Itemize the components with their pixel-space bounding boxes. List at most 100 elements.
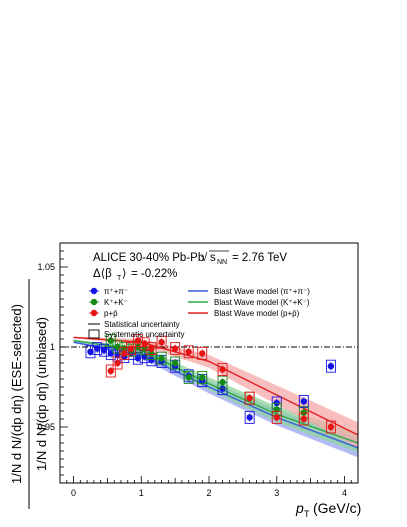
- data-point: [273, 414, 280, 421]
- x-tick-label: 2: [206, 488, 211, 498]
- syst-box: [197, 370, 208, 384]
- legend-model-label: Blast Wave model (K⁺+K⁻): [214, 298, 310, 307]
- syst-box: [119, 346, 130, 360]
- syst-box: [183, 345, 194, 359]
- legend-model-label: Blast Wave model (π⁺+π⁻): [214, 287, 310, 296]
- delta-beta-symbol: Δ⟨β: [93, 267, 112, 280]
- syst-box: [139, 337, 150, 351]
- data-point: [107, 367, 114, 375]
- legend-marker: [90, 298, 98, 306]
- data-point: [148, 345, 155, 352]
- syst-box: [244, 391, 255, 405]
- snn-symbol: s: [210, 252, 216, 264]
- legend-stat-label: Statistical uncertainty: [104, 320, 180, 329]
- legend-label: K⁺+K⁻: [104, 298, 128, 307]
- data-point: [219, 379, 226, 386]
- beta-label: = -0.22%: [131, 268, 177, 280]
- x-tick-label: 1: [139, 488, 144, 498]
- syst-box: [170, 342, 181, 356]
- syst-box: [325, 420, 336, 434]
- data-point: [185, 374, 192, 381]
- model-band-0: [73, 341, 358, 458]
- syst-box: [244, 410, 255, 424]
- syst-box: [126, 342, 137, 356]
- data-point: [327, 423, 335, 431]
- legend: π⁺+π⁻ K⁺+K⁻ p+p̄ Blast Wave model (π⁺+π⁻) Bl…: [88, 287, 310, 339]
- x-axis-label-unit: (GeV/c): [313, 500, 361, 516]
- data-point: [134, 337, 142, 344]
- legend-marker: [90, 287, 98, 295]
- y-axis-label-top: 1/N d N/(dp dη) (ESE-selected): [9, 304, 24, 484]
- syst-box: [271, 410, 282, 424]
- snn-subscript: NN: [217, 259, 227, 266]
- data-point: [107, 337, 114, 344]
- data-point: [185, 348, 192, 355]
- x-axis-label: p: [295, 500, 304, 516]
- data-point: [219, 366, 226, 373]
- syst-box: [325, 359, 336, 373]
- y-tick-label: 1.05: [37, 262, 55, 272]
- data-points: [85, 334, 336, 434]
- delta-beta-sub: T: [117, 275, 122, 282]
- model-line-0: [73, 341, 359, 449]
- syst-box: [105, 364, 116, 378]
- syst-box: [217, 362, 228, 376]
- energy-label: = 2.76 TeV: [232, 252, 287, 264]
- syst-box: [132, 334, 143, 348]
- y-tick-label: 1: [50, 342, 55, 352]
- syst-box: [197, 346, 208, 360]
- legend-marker: [90, 309, 98, 317]
- data-point: [158, 355, 165, 362]
- syst-box: [298, 394, 309, 408]
- data-point: [121, 350, 128, 357]
- data-point: [100, 347, 108, 354]
- data-point: [127, 345, 135, 352]
- chart-title: ALICE 30-40% Pb-Pb: [93, 252, 204, 264]
- data-point: [246, 395, 253, 402]
- syst-box: [183, 370, 194, 384]
- data-point: [327, 363, 335, 370]
- y-tick-label: 0.95: [37, 422, 55, 432]
- y-axis-label-bottom: 1/N d N/(dp dη) (unbiased): [34, 317, 49, 471]
- data-point: [246, 414, 253, 421]
- data-point: [134, 355, 142, 362]
- syst-box: [156, 335, 167, 349]
- delta-beta-close: ⟩: [122, 267, 127, 280]
- data-point: [171, 359, 179, 367]
- model-band-2: [73, 336, 358, 448]
- legend-label: p+p̄: [104, 309, 118, 318]
- syst-box: [298, 412, 309, 426]
- y-axis-label: 1/N d N/(dp dη) (ESE-selected) 1/N d N/(…: [9, 279, 49, 509]
- model-bands: [73, 336, 358, 458]
- data-point: [141, 340, 148, 347]
- syst-box: [217, 375, 228, 389]
- syst-box: [146, 342, 157, 356]
- legend-syst-box: [88, 329, 100, 339]
- x-axis-label-sub: T: [304, 509, 310, 519]
- legend-model-label: Blast Wave model (p+p̄): [214, 309, 300, 318]
- x-tick-label: 0: [71, 488, 76, 498]
- data-point: [87, 348, 94, 355]
- syst-box: [156, 351, 167, 365]
- syst-box: [99, 343, 109, 357]
- x-tick-label: 4: [342, 488, 347, 498]
- data-point: [199, 350, 206, 357]
- data-point: [94, 345, 101, 352]
- data-point: [114, 359, 121, 367]
- data-point: [171, 345, 179, 352]
- syst-box: [112, 356, 123, 370]
- sqrt-snn-symbol: √: [201, 251, 208, 264]
- legend-label: π⁺+π⁻: [104, 287, 128, 296]
- data-point: [300, 415, 308, 423]
- syst-box: [170, 356, 181, 370]
- model-band-1: [73, 339, 358, 453]
- data-point: [300, 398, 308, 405]
- syst-box: [85, 345, 96, 359]
- legend-syst-label: Systematic uncertainty: [104, 330, 184, 339]
- axes: 0 1 2 3 4 0.95 1 1.05: [37, 242, 359, 498]
- data-point: [158, 339, 165, 346]
- data-point: [114, 343, 121, 351]
- data-point: [199, 374, 206, 381]
- data-point: [107, 350, 114, 357]
